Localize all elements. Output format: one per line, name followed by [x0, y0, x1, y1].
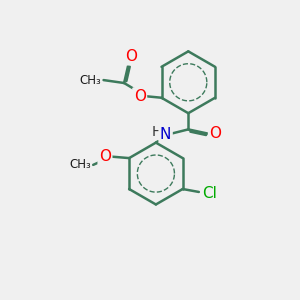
Text: CH₃: CH₃	[80, 74, 101, 87]
Text: Cl: Cl	[202, 186, 217, 201]
Text: O: O	[209, 126, 221, 141]
Text: N: N	[160, 127, 171, 142]
Text: CH₃: CH₃	[69, 158, 91, 171]
Text: O: O	[134, 89, 146, 104]
Text: O: O	[99, 149, 111, 164]
Text: O: O	[125, 49, 137, 64]
Text: H: H	[152, 125, 162, 139]
